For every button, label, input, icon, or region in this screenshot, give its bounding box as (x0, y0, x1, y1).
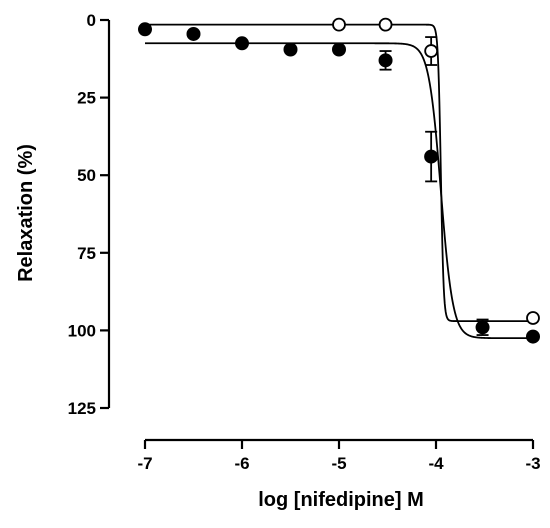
data-point-filled (475, 320, 490, 335)
y-tick-label: 75 (77, 244, 96, 263)
x-tick-label: -4 (428, 454, 444, 473)
data-point-filled (378, 53, 393, 68)
x-tick-label: -7 (137, 454, 152, 473)
data-point-open (332, 17, 346, 32)
y-tick-label: 100 (68, 321, 96, 340)
data-point-filled (138, 22, 152, 37)
x-tick-label: -6 (234, 454, 249, 473)
x-tick-label: -5 (331, 454, 346, 473)
fit-curves (145, 23, 533, 340)
x-axis-title: log [nifedipine] M (258, 489, 424, 511)
data-point-open (424, 44, 439, 58)
data-point-filled (332, 42, 346, 57)
data-point-filled (424, 149, 439, 164)
data-point-open (526, 311, 540, 325)
data-point-filled (283, 42, 298, 57)
axes: 0 25 50 75 100 125 -7 -6 -5 -4 -3 (68, 11, 541, 473)
y-tick-label: 25 (77, 89, 96, 108)
y-tick-label: 50 (77, 166, 96, 185)
data-markers (138, 17, 540, 344)
data-point-filled (526, 329, 540, 344)
y-tick-label: 125 (68, 399, 96, 418)
y-axis-title: Relaxation (%) (15, 144, 37, 282)
fit-curve-2 (145, 23, 533, 322)
data-point-open (378, 17, 393, 32)
data-point-filled (235, 36, 249, 51)
fit-curve-1 (145, 42, 533, 340)
y-tick-label: 0 (87, 11, 96, 30)
x-tick-label: -3 (525, 454, 540, 473)
data-point-filled (186, 26, 201, 41)
